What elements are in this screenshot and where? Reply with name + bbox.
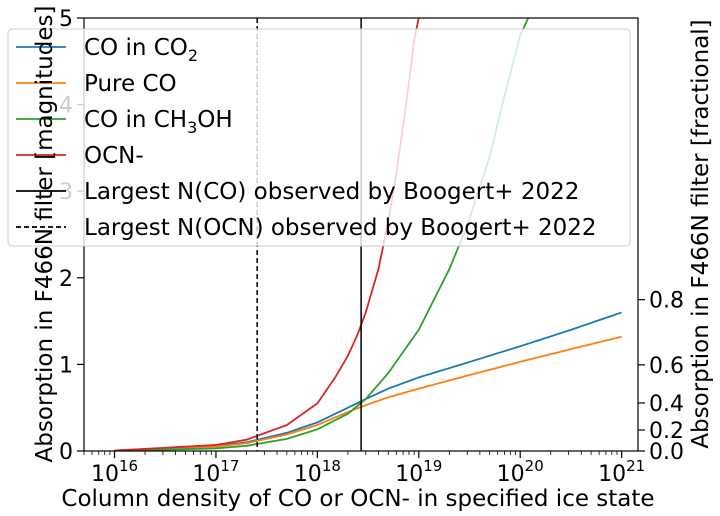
y2-tick-label: 0.8 xyxy=(649,289,684,314)
x-tick-label: 1018 xyxy=(294,457,341,487)
legend-box xyxy=(7,28,631,247)
x-axis-label: Column density of CO or OCN- in specifie… xyxy=(61,486,654,512)
x-tick-label: 1021 xyxy=(598,457,645,487)
y2-tick-label: 0.2 xyxy=(649,419,684,444)
y-tick-label: 0 xyxy=(59,440,73,465)
y2-tick-label: 0.6 xyxy=(649,354,684,379)
y-tick-label: 1 xyxy=(59,353,73,378)
series-line-2 xyxy=(114,335,622,451)
legend-label: OCN- xyxy=(84,143,144,169)
x-tick-label: 1020 xyxy=(497,457,544,487)
y2-tick-label: 0.4 xyxy=(649,392,684,417)
y-axis-label: Absorption in F466N filter [magnitudes] xyxy=(32,6,58,463)
y2-tick-label: 0.0 xyxy=(649,440,684,465)
legend-label: CO in CO2 xyxy=(84,35,198,65)
x-tick-label: 1017 xyxy=(192,457,239,487)
legend-label: Largest N(CO) observed by Boogert+ 2022 xyxy=(84,179,579,205)
legend-label: Largest N(OCN) observed by Boogert+ 2022 xyxy=(84,215,597,241)
legend-label: Pure CO xyxy=(84,71,177,97)
legend-label: CO in CH3OH xyxy=(84,107,233,137)
y-tick-label: 5 xyxy=(59,7,73,32)
x-tick-label: 1019 xyxy=(395,457,442,487)
x-tick-label: 1016 xyxy=(91,457,138,487)
y-tick-label: 2 xyxy=(59,267,73,292)
y2-axis-label: Absorption in F466N filter [fractional] xyxy=(688,19,714,448)
legend: CO in CO2 Pure CO CO in CH3OH OCN- Largest N… xyxy=(7,28,631,247)
series-line-1 xyxy=(114,311,622,451)
